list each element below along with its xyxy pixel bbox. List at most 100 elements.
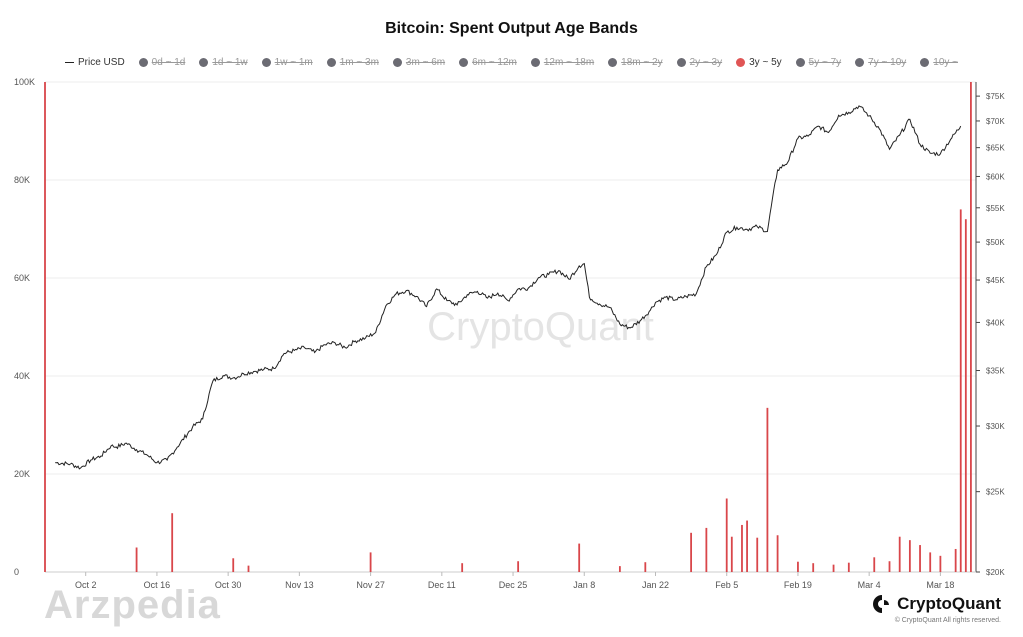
- legend-item[interactable]: 1m ~ 3m: [326, 56, 379, 68]
- legend-item[interactable]: 2y ~ 3y: [676, 56, 723, 68]
- age-band-bar: [847, 562, 850, 572]
- age-band-bar: [919, 545, 921, 572]
- y-right-tick-label: $50K: [986, 238, 1005, 247]
- legend-item[interactable]: 3m ~ 6m: [392, 56, 446, 68]
- legend-item[interactable]: 5y ~ 7y: [795, 56, 842, 68]
- legend-label: 12m ~ 18m: [543, 56, 595, 68]
- x-tick-label: Feb 5: [715, 580, 738, 590]
- legend-label: 1m ~ 3m: [339, 56, 379, 68]
- x-tick-label: Nov 13: [285, 580, 314, 590]
- age-band-bar: [964, 219, 967, 572]
- age-band-bar: [939, 555, 942, 572]
- legend-dot-marker: [608, 57, 618, 67]
- y-right-tick-label: $35K: [986, 367, 1005, 376]
- legend-dot-marker: [676, 57, 686, 67]
- age-band-bar: [578, 543, 581, 572]
- age-band-bar: [898, 536, 901, 572]
- age-band-bar: [135, 547, 138, 572]
- age-band-bar: [812, 563, 815, 572]
- y-right-tick-label: $65K: [986, 144, 1005, 153]
- age-band-bar: [832, 564, 835, 572]
- age-band-bar: [908, 540, 911, 572]
- price-line: [55, 105, 962, 470]
- x-tick-label: Dec 11: [428, 580, 456, 590]
- cryptoquant-watermark: CryptoQuant: [427, 305, 654, 349]
- legend-item[interactable]: 1w ~ 1m: [261, 56, 313, 68]
- y-right-tick-label: $55K: [986, 204, 1005, 213]
- x-tick-label: Jan 22: [642, 580, 669, 590]
- brand: CryptoQuant: [872, 594, 1001, 614]
- age-band-bar: [954, 548, 957, 572]
- age-band-bar: [776, 535, 779, 572]
- age-band-bar: [888, 561, 891, 572]
- legend-label: 3m ~ 6m: [405, 56, 446, 68]
- x-tick-label: Mar 4: [858, 580, 881, 590]
- legend-item[interactable]: 7y ~ 10y: [855, 57, 906, 68]
- y-left-tick-label: 20K: [14, 469, 30, 479]
- legend-label: 2y ~ 3y: [689, 56, 723, 68]
- legend-label: 5y ~ 7y: [808, 56, 842, 68]
- legend-label: 1w ~ 1m: [274, 56, 313, 68]
- y-left-tick-label: 40K: [14, 371, 30, 381]
- chart-title: Bitcoin: Spent Output Age Bands: [385, 20, 638, 37]
- y-left-tick-label: 100K: [14, 77, 35, 87]
- y-right-tick-label: $20K: [986, 568, 1005, 577]
- x-tick-label: Dec 25: [499, 580, 528, 590]
- legend-item[interactable]: 6m ~ 12m: [459, 57, 517, 68]
- age-band-bar: [690, 532, 693, 572]
- y-right-tick-label: $40K: [986, 318, 1005, 327]
- age-band-bar: [461, 563, 464, 572]
- x-tick-label: Oct 2: [75, 580, 97, 590]
- age-band-bar: [873, 557, 876, 572]
- legend-item[interactable]: Price USD: [64, 57, 125, 68]
- cryptoquant-logo-icon: [873, 595, 890, 613]
- legend-dot-marker: [199, 57, 209, 67]
- legend-dot-marker: [459, 57, 469, 67]
- legend-item[interactable]: 18m ~ 2y: [608, 56, 663, 68]
- legend-dot-marker: [855, 57, 865, 67]
- x-tick-label: Oct 30: [215, 580, 242, 590]
- age-band-bar: [959, 209, 962, 572]
- y-right-tick-label: $25K: [986, 488, 1005, 497]
- age-band-bar: [705, 527, 708, 572]
- age-band-bar: [517, 561, 520, 572]
- legend-dot-marker: [138, 57, 148, 67]
- age-band-bar: [369, 552, 372, 572]
- legend-dot-marker: [795, 57, 805, 67]
- y-right-tick-label: $45K: [986, 276, 1005, 285]
- y-right-tick-label: $30K: [986, 422, 1005, 431]
- legend-dot-marker: [261, 57, 271, 67]
- legend-dot-marker: [530, 57, 540, 67]
- legend-item[interactable]: 10y ~: [920, 57, 958, 68]
- age-band-bar: [232, 558, 235, 572]
- age-band-bar: [725, 498, 728, 572]
- legend-item[interactable]: 0d ~ 1d: [138, 56, 186, 68]
- legend-label: 1d ~ 1w: [212, 56, 248, 68]
- y-right-tick-label: $70K: [986, 117, 1005, 126]
- legend-line-marker: [64, 61, 74, 63]
- x-tick-label: Jan 8: [573, 580, 595, 590]
- legend-item[interactable]: 3y ~ 5y: [736, 57, 782, 68]
- legend-label: 7y ~ 10y: [868, 56, 907, 68]
- x-tick-label: Mar 18: [926, 580, 954, 590]
- legend-item[interactable]: 12m ~ 18m: [530, 56, 595, 68]
- age-band-bar: [756, 537, 759, 572]
- legend-label: 3y ~ 5y: [749, 56, 782, 68]
- age-band-bar: [746, 520, 748, 572]
- age-band-bar: [171, 513, 174, 572]
- legend-label: 0d ~ 1d: [151, 56, 186, 68]
- legend-label: 6m ~ 12m: [472, 56, 517, 68]
- arzpedia-watermark: Arzpedia: [44, 583, 221, 627]
- legend-label: 18m ~ 2y: [621, 56, 663, 68]
- age-band-bar: [741, 524, 743, 572]
- legend-item[interactable]: 1d ~ 1w: [199, 56, 248, 68]
- age-band-bar: [730, 536, 733, 572]
- y-right-tick-label: $60K: [986, 172, 1005, 181]
- age-band-bar: [44, 82, 46, 572]
- age-band-bar: [929, 552, 932, 572]
- age-band-bar: [247, 565, 250, 572]
- chart-legend: Price USD 0d ~ 1d 1d ~ 1w 1w ~ 1m 1m ~ 3m 3m …: [0, 54, 1023, 70]
- y-left-tick-label: 0: [14, 567, 19, 577]
- legend-dot-marker: [392, 57, 402, 67]
- x-tick-label: Nov 27: [356, 580, 385, 590]
